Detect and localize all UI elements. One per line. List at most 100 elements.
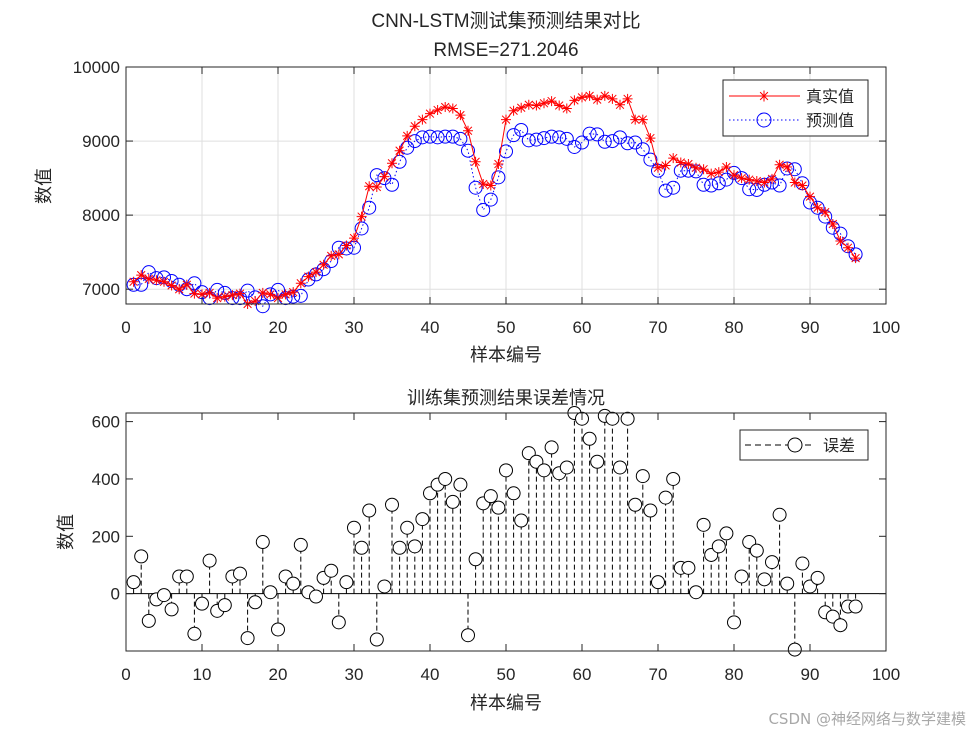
actual-point xyxy=(835,236,846,247)
top-ticks: 0 10 20 30 40 50 60 70 80 90 100 7000 8000 9000 10000 xyxy=(73,58,900,337)
error-point xyxy=(385,497,399,512)
actual-point xyxy=(326,250,337,261)
actual-point xyxy=(546,96,557,107)
actual-point xyxy=(447,103,458,114)
error-point xyxy=(157,588,171,603)
error-point xyxy=(711,539,726,554)
actual-point xyxy=(432,104,443,115)
actual-point xyxy=(463,125,473,136)
error-point xyxy=(749,543,764,558)
predicted-point xyxy=(415,130,430,145)
top-chart: CNN-LSTM测试集预测结果对比 RMSE=271.2046 0 10 20 30 4… xyxy=(34,10,900,366)
actual-point xyxy=(561,103,572,114)
actual-point xyxy=(219,291,230,302)
error-point xyxy=(810,570,825,585)
error-point xyxy=(727,615,741,630)
error-point xyxy=(514,513,529,528)
error-point xyxy=(400,520,415,535)
bottom-x-tick-label: 20 xyxy=(269,665,288,684)
error-point xyxy=(537,463,551,478)
error-point xyxy=(772,507,787,522)
error-point xyxy=(689,585,703,600)
error-point xyxy=(217,598,232,613)
top-x-tick-label: 50 xyxy=(497,318,516,337)
actual-point xyxy=(295,278,306,289)
actual-point xyxy=(683,159,694,170)
actual-point xyxy=(759,177,770,188)
actual-point xyxy=(166,280,177,291)
actual-point xyxy=(485,180,496,191)
predicted-point xyxy=(445,129,460,144)
top-x-tick-label: 40 xyxy=(421,318,440,337)
top-chart-title: CNN-LSTM测试集预测结果对比 xyxy=(371,10,640,32)
actual-point xyxy=(645,133,656,144)
actual-point xyxy=(159,276,169,287)
actual-point xyxy=(318,259,329,270)
predicted-point xyxy=(590,127,605,142)
error-point xyxy=(263,585,278,600)
actual-point xyxy=(729,170,739,181)
top-y-axis-label: 数值 xyxy=(34,168,55,204)
actual-point xyxy=(820,207,831,218)
bottom-x-tick-label: 50 xyxy=(497,665,516,684)
error-point xyxy=(362,503,377,518)
error-point xyxy=(696,517,711,532)
bottom-x-tick-label: 10 xyxy=(193,665,212,684)
error-point xyxy=(240,631,255,646)
actual-point xyxy=(364,181,375,192)
predicted-point xyxy=(362,200,377,215)
error-point xyxy=(666,471,681,486)
predicted-point xyxy=(385,177,399,192)
actual-point xyxy=(356,211,367,222)
actual-point xyxy=(501,114,511,125)
error-point xyxy=(415,512,430,527)
top-x-tick-label: 30 xyxy=(345,318,364,337)
actual-point xyxy=(615,99,625,110)
error-point xyxy=(582,431,597,446)
predicted-point xyxy=(354,221,369,236)
actual-point xyxy=(599,90,610,101)
predicted-point xyxy=(841,239,855,254)
bottom-y-tick-label: 0 xyxy=(111,585,120,604)
predicted-point xyxy=(605,134,620,149)
top-y-tick-label: 7000 xyxy=(82,280,120,299)
legend-circle-marker xyxy=(756,112,772,128)
bottom-x-tick-label: 100 xyxy=(872,665,900,684)
bottom-legend-box xyxy=(739,429,869,461)
actual-point xyxy=(774,159,785,170)
error-point xyxy=(719,526,734,541)
error-point xyxy=(233,566,247,581)
actual-point xyxy=(151,275,162,286)
predicted-point xyxy=(453,131,468,146)
predicted-point xyxy=(423,129,437,144)
actual-point xyxy=(181,279,192,290)
error-point xyxy=(483,489,498,504)
actual-point xyxy=(204,287,215,298)
actual-point xyxy=(425,108,435,119)
error-point xyxy=(309,589,323,604)
actual-point xyxy=(478,179,489,190)
actual-point xyxy=(744,174,755,185)
predicted-point xyxy=(506,128,521,143)
top-y-tick-label: 9000 xyxy=(82,132,120,151)
predicted-point xyxy=(407,134,422,149)
actual-point xyxy=(493,159,504,170)
top-x-tick-label: 60 xyxy=(573,318,592,337)
actual-point xyxy=(767,173,777,184)
actual-point xyxy=(827,219,838,230)
actual-point xyxy=(531,100,542,111)
actual-point xyxy=(402,130,413,141)
actual-point xyxy=(197,289,207,300)
actual-point xyxy=(440,101,451,112)
bottom-x-tick-label: 60 xyxy=(573,665,592,684)
top-x-tick-label: 0 xyxy=(121,318,130,337)
actual-point xyxy=(455,110,466,121)
top-x-tick-label: 10 xyxy=(193,318,212,337)
error-point xyxy=(491,500,506,515)
top-series xyxy=(126,90,863,314)
error-point xyxy=(848,599,863,614)
predicted-point xyxy=(559,131,574,146)
actual-point xyxy=(409,121,420,132)
actual-point xyxy=(713,167,724,178)
